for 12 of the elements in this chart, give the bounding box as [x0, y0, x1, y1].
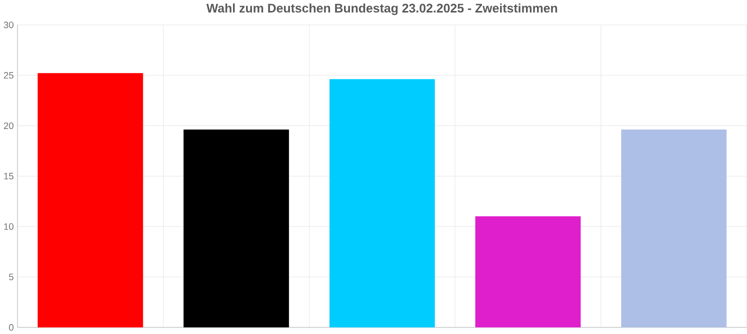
bar — [184, 129, 289, 328]
bar — [621, 129, 727, 328]
y-tick-label: 25 — [4, 72, 14, 78]
y-tick-label: 30 — [4, 21, 14, 28]
chart-title: Wahl zum Deutschen Bundestag 23.02.2025 - Zweitstimmen — [206, 3, 558, 15]
bar — [329, 78, 435, 328]
y-tick-label: 5 — [9, 273, 14, 280]
y-tick-label: 15 — [4, 172, 14, 180]
y-tick-label: 10 — [4, 223, 14, 230]
y-tick-label: 20 — [4, 122, 14, 129]
y-tick-label: 0 — [8, 324, 14, 330]
bar — [38, 72, 144, 328]
